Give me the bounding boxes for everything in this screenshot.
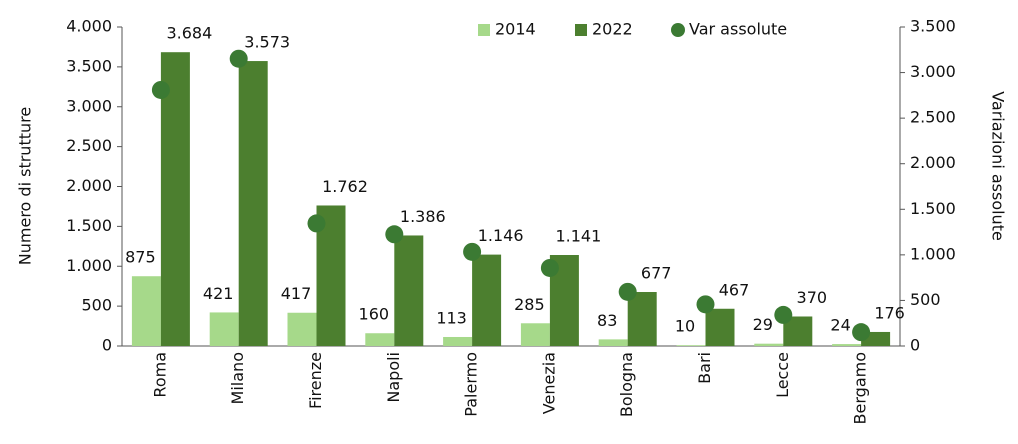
y2-tick-label: 0 xyxy=(910,336,920,355)
bar xyxy=(287,312,317,346)
y2-tick-label: 2.000 xyxy=(910,153,956,172)
bar xyxy=(238,61,268,346)
var-dot xyxy=(463,242,482,261)
bar xyxy=(472,254,502,346)
data-label: 1.141 xyxy=(555,227,601,246)
x-tick-label: Bologna xyxy=(617,352,636,417)
y-tick-label: 3.500 xyxy=(66,56,112,75)
bar xyxy=(394,235,424,346)
y-tick-label: 1.500 xyxy=(66,216,112,235)
y-tick-label: 0 xyxy=(102,336,112,355)
bar xyxy=(598,339,628,346)
var-dot xyxy=(774,305,793,324)
var-dot xyxy=(540,258,559,277)
data-label: 176 xyxy=(874,303,905,322)
y2-axis-title: Variazioni assolute xyxy=(989,91,1008,241)
data-label: 677 xyxy=(641,264,672,283)
bar xyxy=(832,344,862,346)
y-tick-label: 2.000 xyxy=(66,176,112,195)
data-label: 1.386 xyxy=(400,207,446,226)
legend-label: 2022 xyxy=(592,20,633,39)
data-label: 421 xyxy=(203,284,234,303)
x-tick-label: Bergamo xyxy=(851,352,870,424)
x-tick-label: Roma xyxy=(150,352,169,398)
bar xyxy=(520,323,550,346)
y2-tick-label: 3.000 xyxy=(910,62,956,81)
data-label: 160 xyxy=(359,305,390,324)
bar xyxy=(754,343,784,346)
var-dot xyxy=(385,225,404,244)
data-label: 29 xyxy=(753,315,773,334)
y-tick-label: 2.500 xyxy=(66,136,112,155)
y2-tick-label: 3.500 xyxy=(910,17,956,36)
var-dot xyxy=(618,282,637,301)
bar xyxy=(209,312,239,346)
x-tick-label: Lecce xyxy=(773,352,792,398)
x-tick-label: Bari xyxy=(695,352,714,384)
data-label: 113 xyxy=(436,308,467,327)
var-dot xyxy=(852,323,871,342)
data-label: 285 xyxy=(514,295,545,314)
data-label: 875 xyxy=(125,248,156,267)
data-label: 1.762 xyxy=(322,177,368,196)
y-tick-label: 1.000 xyxy=(66,256,112,275)
data-label: 3.684 xyxy=(166,24,212,43)
y2-tick-label: 2.500 xyxy=(910,108,956,127)
bar xyxy=(443,336,473,346)
data-label: 24 xyxy=(830,316,850,335)
var-dot xyxy=(307,214,326,233)
data-label: 83 xyxy=(597,311,617,330)
bar xyxy=(705,308,735,346)
x-tick-label: Venezia xyxy=(539,352,558,414)
x-tick-label: Napoli xyxy=(384,352,403,403)
bar xyxy=(131,276,161,346)
y2-tick-label: 500 xyxy=(910,290,941,309)
legend-label: 2014 xyxy=(495,20,536,39)
y2-tick-label: 1.500 xyxy=(910,199,956,218)
bar xyxy=(365,333,395,346)
legend-marker xyxy=(478,24,490,36)
var-dot xyxy=(696,295,715,314)
data-label: 1.146 xyxy=(478,226,524,245)
y-tick-label: 3.000 xyxy=(66,96,112,115)
y-tick-label: 500 xyxy=(81,296,112,315)
var-dot xyxy=(151,80,170,99)
bar xyxy=(676,345,706,346)
data-label: 370 xyxy=(797,288,828,307)
y-axis-title: Numero di strutture xyxy=(16,107,35,265)
x-tick-label: Milano xyxy=(228,352,247,404)
y-tick-label: 4.000 xyxy=(66,17,112,36)
data-label: 417 xyxy=(281,284,312,303)
x-tick-label: Palermo xyxy=(462,352,481,417)
var-dot xyxy=(229,49,248,68)
y2-tick-label: 1.000 xyxy=(910,244,956,263)
legend-marker xyxy=(671,23,685,37)
legend-label: Var assolute xyxy=(689,20,787,39)
x-tick-label: Firenze xyxy=(306,352,325,409)
bar xyxy=(627,292,657,346)
bar xyxy=(160,52,190,347)
data-label: 467 xyxy=(719,280,750,299)
legend-marker xyxy=(575,24,587,36)
data-label: 10 xyxy=(675,317,695,336)
data-label: 3.573 xyxy=(244,33,290,52)
